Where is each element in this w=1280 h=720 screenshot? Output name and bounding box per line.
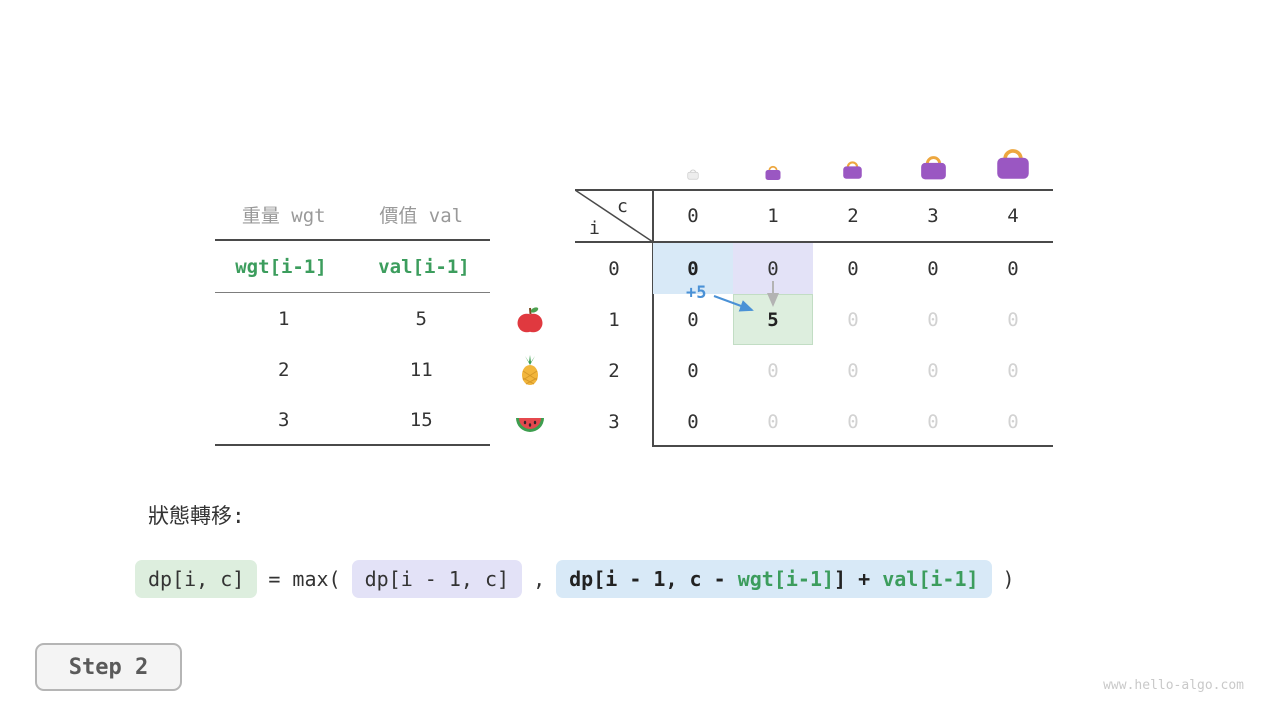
dp-cell: 0 <box>687 359 699 382</box>
formula-option-take: dp[i - 1, c - wgt[i-1]] + val[i-1] <box>556 560 992 598</box>
dp-row-header: 0 <box>608 257 620 280</box>
item-1-value: 5 <box>415 307 427 330</box>
item-2-value: 11 <box>409 358 433 381</box>
items-table-formula-row: wgt[i-1] val[i-1] <box>215 241 490 293</box>
weight-column-header: 重量 wgt <box>241 205 326 227</box>
transition-formula: dp[i, c] = max( dp[i - 1, c] , dp[i - 1,… <box>135 560 1015 598</box>
transition-label: 狀態轉移: <box>148 504 245 528</box>
dp-table-vertical-line <box>652 189 654 447</box>
dp-cell: 0 <box>847 410 859 433</box>
dp-row-header: 2 <box>608 359 620 382</box>
dp-cell: 0 <box>847 257 859 280</box>
bag-medium-icon <box>843 161 862 179</box>
formula-comma: , <box>533 567 546 591</box>
bag-ghost-icon <box>687 169 699 180</box>
dp-row-header: 1 <box>608 308 620 331</box>
dp-col-header: 1 <box>767 205 779 227</box>
dp-cell: 0 <box>927 257 939 280</box>
bag-xlarge-icon <box>997 149 1029 179</box>
dp-cell: 0 <box>733 243 813 294</box>
dp-cell: 0 <box>687 308 699 331</box>
dp-col-header: 2 <box>847 205 859 227</box>
dp-cell: 0 <box>927 359 939 382</box>
dp-cell: 0 <box>1007 257 1019 280</box>
formula-take-val: val[i-1] <box>882 567 979 591</box>
dp-cell: 0 <box>767 359 779 382</box>
dp-cell: 0 <box>767 410 779 433</box>
dp-table-bottom-line <box>653 445 1053 447</box>
dp-col-header: 0 <box>687 205 699 227</box>
item-2-weight: 2 <box>278 358 290 381</box>
value-column-header: 價值 val <box>379 205 464 227</box>
dp-cell: 0 <box>927 308 939 331</box>
dp-cell: 0 <box>1007 308 1019 331</box>
item-1-weight: 1 <box>278 307 290 330</box>
dp-cell: 0 <box>847 359 859 382</box>
dp-row-header: 3 <box>608 410 620 433</box>
formula-take-wgt: wgt[i-1] <box>737 567 835 591</box>
watermark: www.hello-algo.com <box>1103 678 1244 693</box>
formula-lhs: dp[i, c] <box>135 560 258 598</box>
item-row-3: 3 15 <box>215 395 490 446</box>
formula-take-part2: ] + <box>834 567 883 591</box>
step-badge: Step 2 <box>35 643 182 691</box>
val-formula-cell: val[i-1] <box>378 255 470 278</box>
dp-corner-row-label: i <box>589 218 600 239</box>
items-table: 重量 wgt 價值 val wgt[i-1] val[i-1] 1 5 2 11… <box>215 190 490 446</box>
dp-cells-grid: 0 0 0 0 0 0 5 0 0 0 0 0 0 0 0 0 0 0 0 0 <box>653 243 1053 447</box>
items-table-header-row: 重量 wgt 價值 val <box>215 190 490 241</box>
dp-corner-col-label: c <box>617 196 628 217</box>
item-row-1: 1 5 <box>215 293 490 344</box>
item-row-2: 2 11 <box>215 344 490 395</box>
wgt-formula-cell: wgt[i-1] <box>235 255 327 278</box>
watermelon-icon <box>516 418 544 432</box>
dp-cell: 0 <box>653 243 733 294</box>
formula-equals-max: = max( <box>268 567 341 591</box>
dp-table-header-line <box>575 241 1053 243</box>
formula-take-part1: dp[i - 1, c - <box>569 567 738 591</box>
item-3-value: 15 <box>409 408 433 431</box>
item-3-weight: 3 <box>278 408 290 431</box>
pineapple-icon <box>522 355 538 385</box>
dp-row-headers: 0 1 2 3 <box>575 243 653 447</box>
dp-cell: 0 <box>687 410 699 433</box>
dp-cell: 0 <box>847 308 859 331</box>
apple-icon <box>517 307 543 333</box>
dp-col-header: 4 <box>1007 205 1019 227</box>
dp-cell: 0 <box>1007 410 1019 433</box>
dp-col-headers: 0 1 2 3 4 <box>653 190 1053 242</box>
dp-cell: 0 <box>1007 359 1019 382</box>
bag-small-icon <box>765 165 781 180</box>
dp-cell: 0 <box>927 410 939 433</box>
dp-table-top-line <box>575 189 1053 191</box>
dp-cell-current: 5 <box>733 294 813 345</box>
plus-value-annotation: +5 <box>686 283 707 303</box>
dp-col-header: 3 <box>927 205 939 227</box>
formula-option-skip: dp[i - 1, c] <box>351 560 523 598</box>
formula-close-paren: ) <box>1002 567 1015 591</box>
bag-large-icon <box>921 156 946 180</box>
dp-corner-diagonal <box>575 190 653 242</box>
